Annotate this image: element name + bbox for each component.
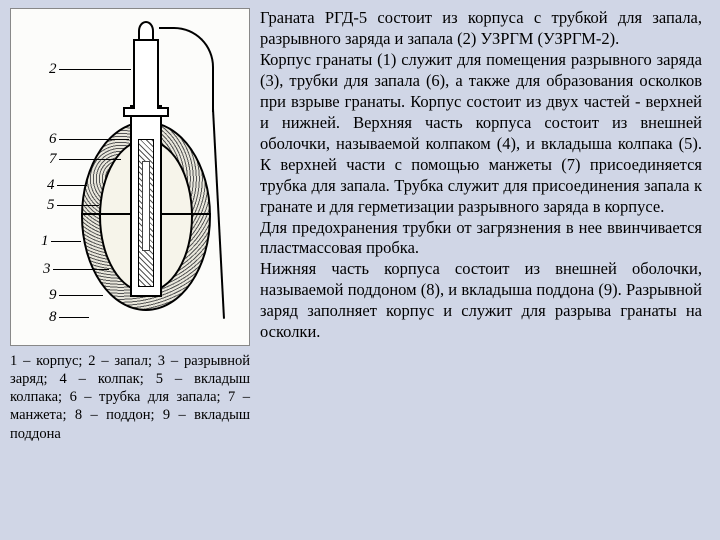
body-text: Граната РГД-5 состоит из корпуса с трубк… — [260, 8, 702, 443]
label-5: 5 — [47, 197, 55, 214]
safety-lever — [159, 27, 214, 112]
paragraph-1: Граната РГД-5 состоит из корпуса с трубк… — [260, 8, 702, 50]
label-4: 4 — [47, 177, 55, 194]
label-3: 3 — [43, 261, 51, 278]
figure-caption: 1 – корпус; 2 – запал; 3 – разрывной зар… — [10, 352, 250, 443]
fuse-body — [133, 39, 159, 109]
label-7: 7 — [49, 151, 57, 168]
lever-tail — [212, 109, 225, 319]
fuse-tip — [138, 21, 154, 41]
grenade-diagram: 2 6 7 4 5 1 3 9 8 — [10, 8, 250, 346]
paragraph-2: Корпус гранаты (1) служит для помещения … — [260, 50, 702, 218]
paragraph-4: Нижняя часть корпуса состоит из внешней … — [260, 259, 702, 343]
label-1: 1 — [41, 233, 49, 250]
paragraph-3: Для предохранения трубки от загрязнения … — [260, 218, 702, 260]
label-8: 8 — [49, 309, 57, 326]
tube-core — [142, 161, 150, 251]
label-6: 6 — [49, 131, 57, 148]
label-2: 2 — [49, 61, 57, 78]
label-9: 9 — [49, 287, 57, 304]
